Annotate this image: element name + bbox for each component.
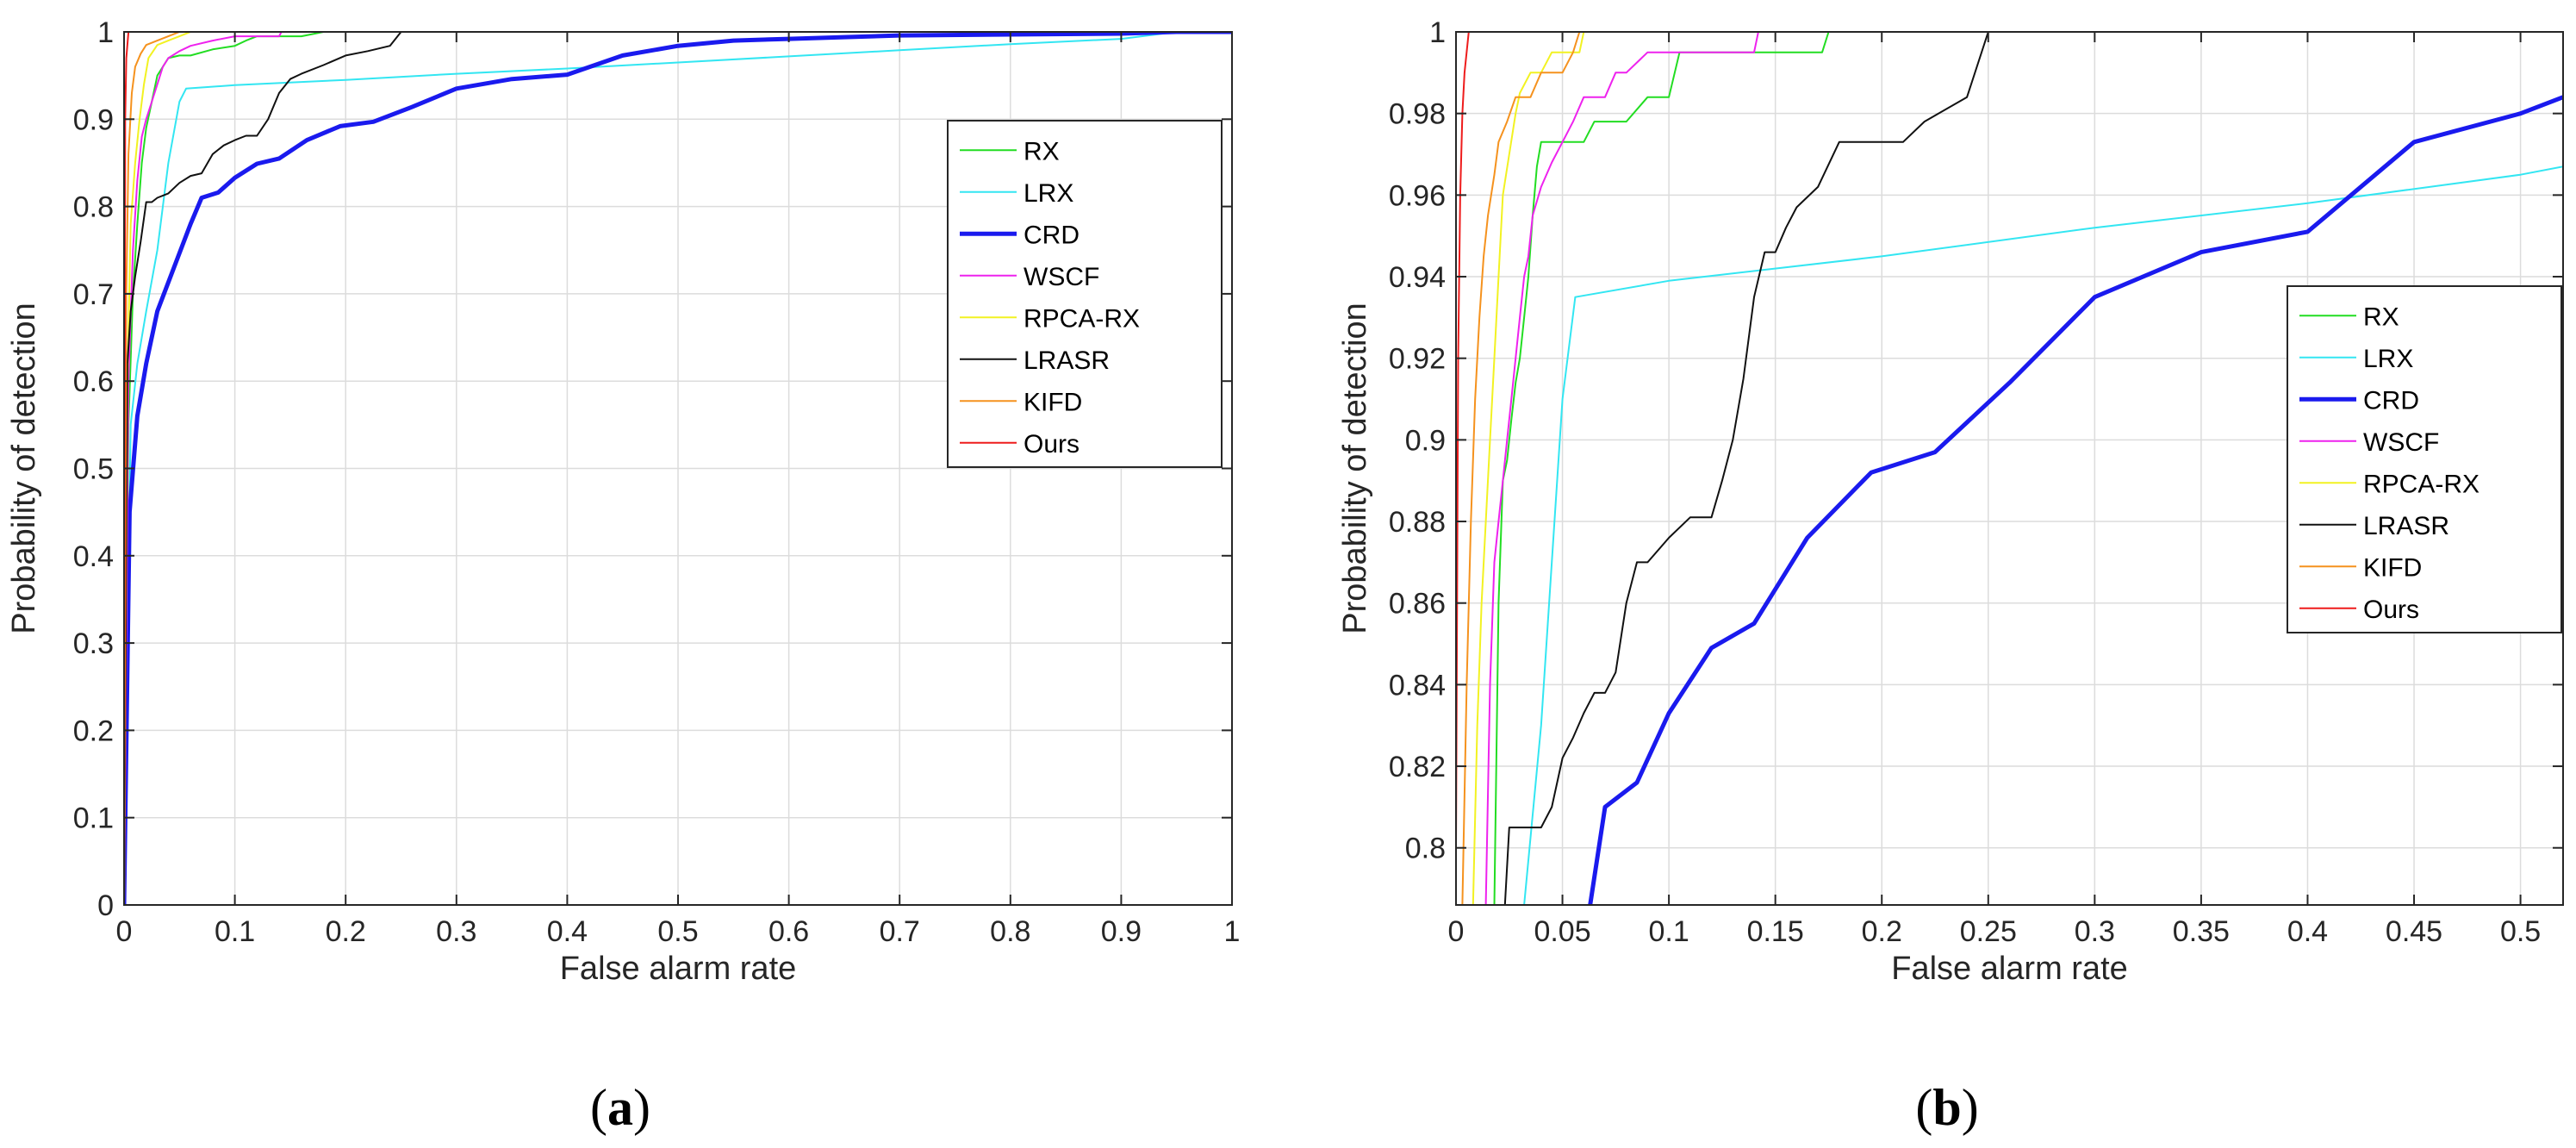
chart-panel-a: 0 0.1 0.2 0.3 0.4 0.5 0.6 0.7 0.8 0.9 1 0 0.1 0.2 0.3 0…: [6, 16, 1240, 1136]
caption-letter: a: [607, 1079, 633, 1136]
legend-label: CRD: [1024, 221, 1080, 249]
y-tick-label: 0.4: [73, 540, 114, 573]
y-tick-label: 0.1: [73, 802, 114, 835]
x-tick-label: 0.05: [1534, 915, 1590, 948]
x-axis-label: False alarm rate: [560, 951, 797, 987]
y-tick-label: 0.5: [73, 453, 114, 486]
legend-label: LRX: [1024, 179, 1073, 208]
caption-letter: b: [1932, 1079, 1961, 1136]
y-tick-label: 0.6: [73, 365, 114, 398]
legend-label: KIFD: [1024, 388, 1082, 416]
y-tick-label: 1: [97, 16, 114, 49]
series-line-crd: [1588, 95, 2563, 905]
y-tick-label: 0.8: [73, 191, 114, 224]
x-tick-label: 0.25: [1960, 915, 2017, 948]
legend-label: RX: [2363, 303, 2399, 331]
x-tick-label: 0.2: [326, 915, 366, 948]
chart-panel-b: 0 0.05 0.1 0.15 0.2 0.25 0.3 0.35 0.4 0.45 0.5 0.8 0…: [1337, 16, 2564, 1136]
legend-label: LRX: [2363, 345, 2413, 373]
y-tick-label: 0.9: [73, 103, 114, 136]
legend-label: RX: [1024, 137, 1060, 165]
x-tick-label: 0.1: [215, 915, 255, 948]
series-line-lrx: [1523, 165, 2563, 905]
y-axis-label: Probability of detection: [1337, 303, 1373, 633]
x-tick-label: 0.35: [2173, 915, 2230, 948]
legend-label: Ours: [1024, 430, 1080, 459]
legend-label: CRD: [2363, 386, 2419, 415]
x-tick-label: 0.9: [1101, 915, 1142, 948]
series-line-kifd: [1461, 32, 2563, 905]
y-tick-label: 1: [1429, 16, 1446, 49]
panel-caption: (a): [590, 1079, 650, 1136]
caption-close: ): [633, 1079, 650, 1136]
y-tick-label: 0.98: [1389, 98, 1446, 131]
x-tick-label: 0.5: [2500, 915, 2541, 948]
caption-open: (: [590, 1079, 607, 1136]
x-axis-label: False alarm rate: [1891, 951, 2128, 987]
grid: [1455, 31, 2563, 905]
x-tick-label: 0.5: [657, 915, 698, 948]
series-line-crd: [124, 32, 1232, 905]
x-tick-label: 0.4: [2287, 915, 2328, 948]
x-tick-label: 0: [1448, 915, 1465, 948]
legend-label: Ours: [2363, 596, 2419, 624]
legend: RX LRX CRD WSCF RPCA-RX LRASR KIFD Ours: [947, 120, 1223, 468]
y-tick-label: 0.84: [1389, 669, 1446, 702]
series-line-wscf: [124, 32, 1232, 905]
x-tick-label: 0.3: [2075, 915, 2115, 948]
legend: RX LRX CRD WSCF RPCA-RX LRASR KIFD Ours: [2287, 285, 2562, 633]
y-tick-label: 0.86: [1389, 588, 1446, 621]
x-tick-label: 0: [116, 915, 133, 948]
legend-label: LRASR: [1024, 346, 1110, 375]
axes-frame: [1455, 31, 2564, 906]
x-tick-label: 0.15: [1747, 915, 1804, 948]
series-line-lrasr: [1503, 32, 2563, 905]
x-tick-label: 0.8: [990, 915, 1030, 948]
y-tick-label: 0.9: [1405, 424, 1446, 457]
legend-label: WSCF: [1024, 263, 1099, 291]
y-tick-label: 0: [97, 889, 114, 922]
series-line-lrx: [124, 32, 1232, 905]
x-tick-label: 0.1: [1648, 915, 1689, 948]
series-line-kifd: [124, 32, 1232, 905]
y-tick-label: 0.96: [1389, 179, 1446, 212]
y-tick-label: 0.92: [1389, 343, 1446, 376]
legend-label: RPCA-RX: [2363, 470, 2480, 498]
caption-open: (: [1915, 1079, 1932, 1136]
y-tick-label: 0.2: [73, 714, 114, 747]
panel-caption: (b): [1915, 1079, 1978, 1136]
series-line-rpca-rx: [124, 32, 1232, 905]
legend-box: [947, 120, 1223, 468]
y-tick-label: 0.82: [1389, 751, 1446, 783]
y-tick-label: 0.8: [1405, 833, 1446, 865]
y-tick-label: 0.94: [1389, 261, 1446, 294]
caption-close: ): [1962, 1079, 1979, 1136]
legend-label: LRASR: [2363, 512, 2449, 540]
legend-label: RPCA-RX: [1024, 304, 1140, 333]
legend-box: [2287, 285, 2562, 633]
x-tick-label: 0.6: [768, 915, 809, 948]
legend-label: KIFD: [2363, 553, 2422, 582]
legend-label: WSCF: [2363, 428, 2439, 457]
y-tick-label: 0.88: [1389, 506, 1446, 539]
x-tick-label: 0.3: [436, 915, 476, 948]
series-line-lrasr: [124, 32, 1232, 905]
x-tick-label: 0.45: [2386, 915, 2442, 948]
y-tick-label: 0.7: [73, 278, 114, 311]
x-tick-label: 0.7: [880, 915, 920, 948]
x-tick-label: 0.4: [547, 915, 588, 948]
x-tick-label: 0.2: [1862, 915, 1902, 948]
y-tick-label: 0.3: [73, 627, 114, 660]
y-axis-label: Probability of detection: [6, 303, 42, 633]
series-line-wscf: [1484, 32, 2563, 905]
x-tick-label: 1: [1224, 915, 1241, 948]
